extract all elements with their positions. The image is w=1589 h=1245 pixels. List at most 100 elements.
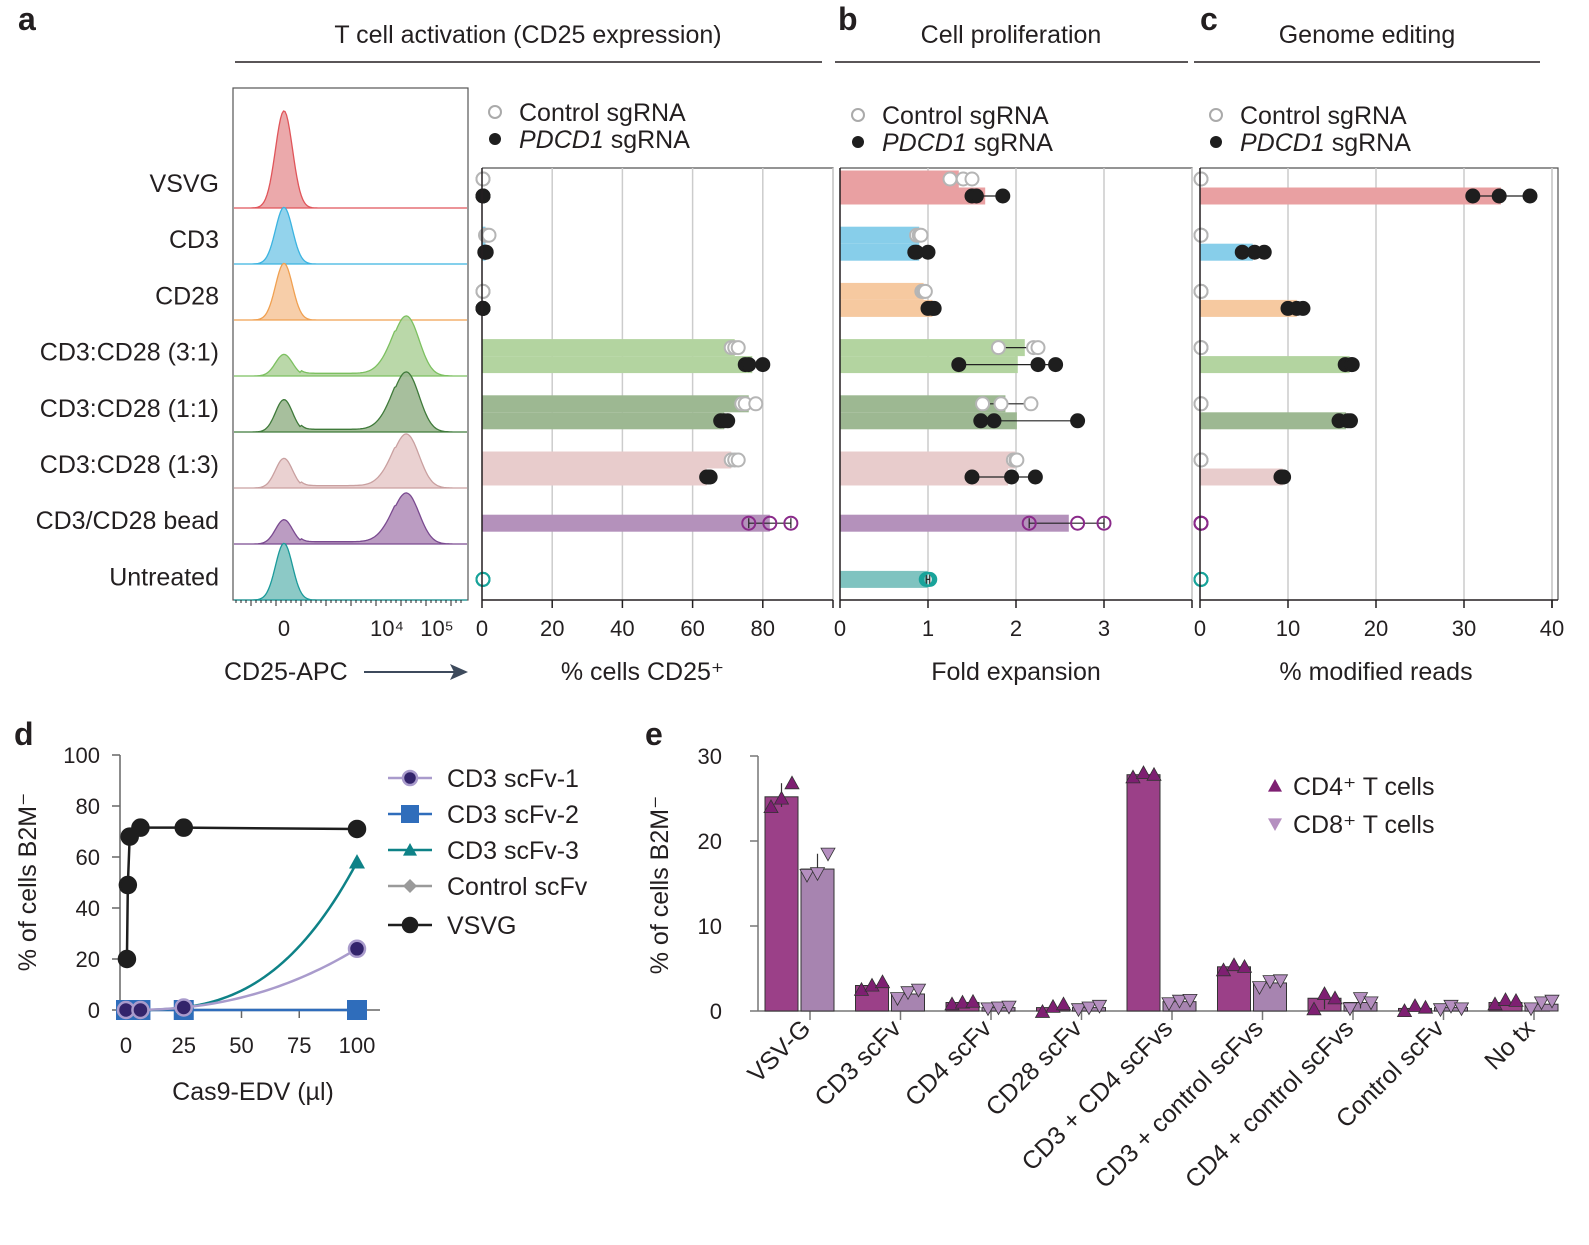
row-label: CD3/CD28 bead: [36, 507, 219, 535]
legend-marker-control: [1209, 108, 1223, 122]
data-point: [1352, 992, 1369, 1007]
data-point: [1417, 999, 1434, 1014]
data-point: [1407, 998, 1423, 1012]
data-point: [174, 818, 193, 837]
category-label: VSV-G: [742, 1014, 816, 1088]
data-point-single: [741, 515, 757, 531]
data-point-pdcd1: [741, 357, 757, 373]
bar-pdcd1: [1200, 299, 1297, 317]
panel-label-c: c: [1200, 1, 1218, 37]
data-point-pdcd1: [720, 413, 736, 429]
data-point: [1161, 997, 1177, 1012]
data-point: [965, 993, 981, 1008]
row-label: CD3:CD28 (3:1): [40, 339, 219, 367]
data-point-single: [922, 571, 938, 587]
row-label: VSVG: [150, 170, 219, 198]
bar-cd4: [1126, 774, 1161, 1012]
data-point-control: [1193, 396, 1209, 412]
data-point: [1001, 1000, 1017, 1015]
data-point-pdcd1: [964, 469, 980, 485]
histogram-frame: [232, 87, 469, 601]
data-point-pdcd1: [475, 188, 491, 204]
data-point: [1508, 992, 1524, 1007]
y-axis-label: % of cells B2M⁻: [646, 796, 674, 975]
data-point-control: [475, 283, 491, 299]
data-point-pdcd1: [920, 244, 936, 260]
data-point: [1045, 998, 1061, 1013]
data-point-pdcd1: [1004, 469, 1020, 485]
data-point: [874, 974, 891, 989]
legend-label: CD3 scFv-2: [447, 801, 579, 829]
panel-label-a: a: [18, 1, 36, 37]
data-point-control: [993, 396, 1009, 412]
data-point-pdcd1: [475, 300, 491, 316]
histogram-xlabel: CD25-APC: [224, 658, 348, 686]
legend-marker-control: [488, 105, 502, 119]
data-point-single: [1193, 571, 1209, 587]
data-point: [1327, 990, 1343, 1005]
data-point: [1497, 992, 1514, 1006]
legend-label-pdcd1: PDCD1 sgRNA: [1240, 129, 1411, 157]
data-point-pdcd1: [968, 188, 984, 204]
data-point: [1432, 1003, 1449, 1018]
data-point: [1262, 975, 1278, 990]
data-point-pdcd1: [1344, 357, 1360, 373]
panel-a-title: T cell activation (CD25 expression): [334, 21, 721, 49]
bar-cd8: [800, 868, 835, 1012]
data-point: [131, 818, 150, 837]
row-label: Untreated: [109, 563, 219, 591]
data-point: [1544, 994, 1560, 1009]
data-point: [763, 799, 779, 813]
data-point-control: [942, 171, 958, 187]
legend-marker-pdcd1: [852, 136, 864, 148]
plot-frame: [482, 167, 834, 600]
data-point-control: [481, 227, 497, 243]
row-label: CD3:CD28 (1:3): [40, 451, 219, 479]
legend-marker-pdcd1: [1210, 136, 1222, 148]
bar-control: [840, 395, 1006, 413]
panel-c-title: Genome editing: [1279, 21, 1456, 49]
data-point-single: [1096, 515, 1112, 531]
histogram-2: [234, 262, 467, 321]
bar-single: [840, 570, 928, 588]
bar-pdcd1: [1200, 412, 1347, 430]
tick-label: 20: [540, 616, 564, 641]
data-point: [174, 998, 193, 1017]
tick-label: 100: [63, 743, 100, 768]
data-point: [1272, 974, 1289, 989]
data-point-pdcd1: [973, 413, 989, 429]
legend-marker-pdcd1: [489, 133, 501, 145]
legend-marker: [401, 916, 419, 934]
data-point-pdcd1: [995, 188, 1011, 204]
data-point-pdcd1: [1256, 244, 1272, 260]
bar-pdcd1: [482, 412, 725, 430]
data-point: [1251, 981, 1268, 996]
legend-marker: [1268, 779, 1282, 792]
data-point-pdcd1: [1234, 244, 1250, 260]
tick-label: 20: [76, 947, 100, 972]
gene-name: PDCD1: [1240, 129, 1325, 157]
legend-label-pdcd1: PDCD1 sgRNA: [882, 129, 1053, 157]
histogram-6: [234, 492, 467, 545]
data-point-control: [990, 340, 1006, 356]
bar-control: [840, 226, 920, 244]
x-axis-label: Cas9-EDV (µl): [172, 1078, 334, 1106]
data-point-control: [1009, 452, 1025, 468]
data-point: [117, 949, 137, 969]
bar-control: [840, 451, 1016, 469]
bar-single: [840, 514, 1069, 532]
panel-label-d: d: [14, 716, 34, 752]
legend-label: CD8⁺ T cells: [1293, 811, 1434, 839]
data-point: [809, 867, 826, 882]
data-point: [1533, 996, 1550, 1011]
histogram-4: [234, 371, 467, 433]
x-axis-label: % modified reads: [1279, 658, 1472, 686]
tick-label: 60: [680, 616, 704, 641]
bar-pdcd1: [482, 468, 707, 486]
bar-pdcd1: [840, 299, 933, 317]
data-point-control: [1193, 227, 1209, 243]
tick-label: 40: [1540, 616, 1564, 641]
bar-pdcd1: [1200, 468, 1283, 486]
data-point-control: [913, 227, 929, 243]
